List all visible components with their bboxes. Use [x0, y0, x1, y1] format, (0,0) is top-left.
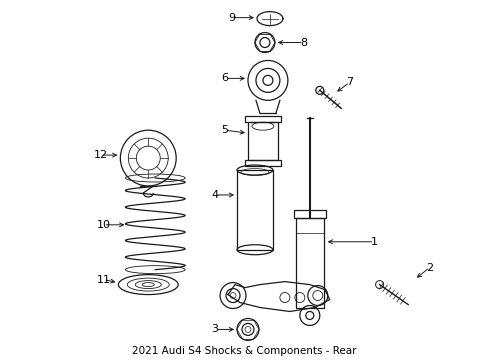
- Text: 8: 8: [300, 37, 307, 48]
- Text: 2021 Audi S4 Shocks & Components - Rear: 2021 Audi S4 Shocks & Components - Rear: [131, 346, 356, 356]
- Bar: [244, 116, 280, 122]
- Text: 10: 10: [96, 220, 110, 230]
- Text: 11: 11: [96, 275, 110, 285]
- Text: 3: 3: [211, 324, 218, 334]
- Bar: [247, 122, 277, 160]
- Bar: [295, 218, 323, 307]
- Text: 1: 1: [370, 237, 377, 247]
- Bar: [244, 160, 280, 166]
- Text: 6: 6: [221, 73, 228, 84]
- Bar: [293, 210, 325, 218]
- Text: 7: 7: [346, 77, 352, 87]
- Text: 2: 2: [425, 263, 432, 273]
- Text: 4: 4: [211, 190, 218, 200]
- Text: 9: 9: [228, 13, 235, 23]
- Text: 12: 12: [93, 150, 107, 160]
- Text: 5: 5: [221, 125, 228, 135]
- Bar: [237, 170, 272, 250]
